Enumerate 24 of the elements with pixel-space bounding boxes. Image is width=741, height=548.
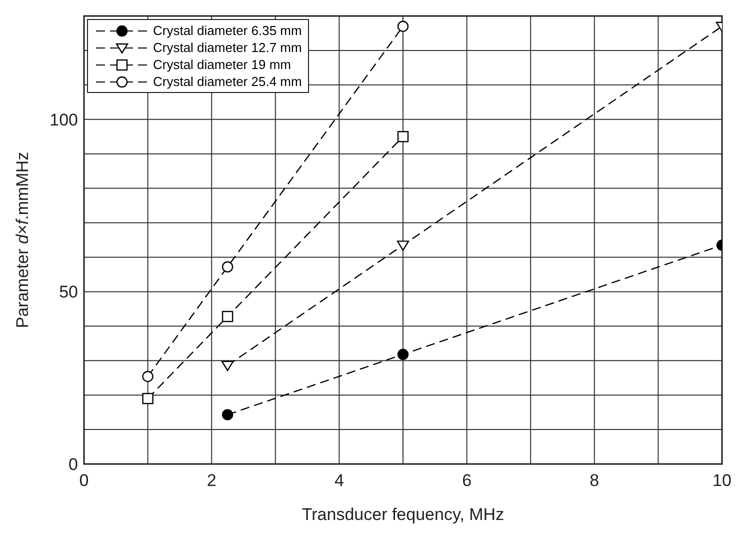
x-tick-label: 2 bbox=[206, 471, 216, 490]
point bbox=[142, 370, 154, 382]
y-tick-label: 50 bbox=[59, 282, 78, 302]
y-axis-title: Parameter d×f.mmMHz bbox=[13, 152, 32, 328]
x-tick-label: 4 bbox=[334, 471, 344, 490]
point bbox=[222, 261, 234, 272]
x-tick-label: 6 bbox=[462, 471, 472, 490]
x-axis-title: Transducer fequency, MHz bbox=[302, 505, 504, 524]
point bbox=[396, 240, 410, 251]
point bbox=[397, 348, 409, 360]
legend-label: Crystal diameter 6.35 mm bbox=[153, 23, 302, 38]
y-tick-label: 100 bbox=[50, 110, 78, 130]
point bbox=[397, 131, 409, 142]
point bbox=[222, 310, 234, 322]
y-tick-label: 0 bbox=[68, 455, 78, 474]
x-tick-label: 8 bbox=[590, 471, 600, 490]
point bbox=[397, 20, 409, 32]
point bbox=[142, 392, 154, 404]
legend-label: Crystal diameter 25.4 mm bbox=[153, 74, 302, 89]
legend-label: Crystal diameter 12.7 mm bbox=[153, 40, 302, 55]
x-tick-label: 10 bbox=[712, 471, 732, 490]
point bbox=[222, 409, 234, 420]
point bbox=[221, 360, 234, 372]
legend-label: Crystal diameter 19 mm bbox=[153, 57, 291, 72]
